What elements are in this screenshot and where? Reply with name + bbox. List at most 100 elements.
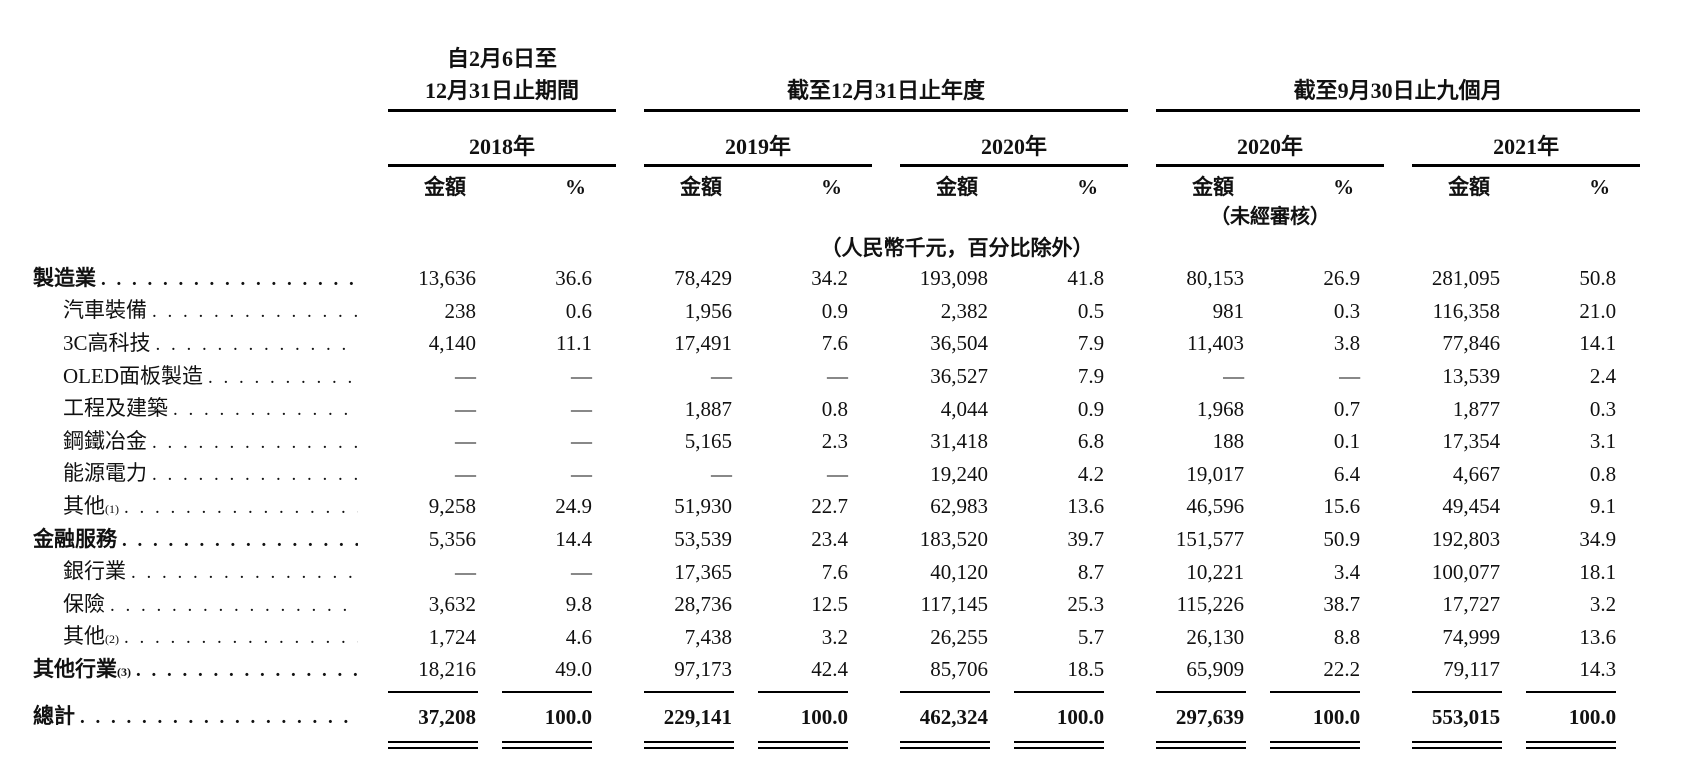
table-row: 工程及建築 — — 1,887 0.8 4,044 0.9 1,968 0.7 1,877 0.3 <box>0 392 1682 425</box>
percent-cell: 9.8 <box>565 592 593 617</box>
amount-cell <box>900 735 1014 761</box>
amount-cell <box>1412 735 1526 761</box>
percent-cell: 50.8 <box>1579 266 1617 291</box>
percent-cell: 100.0 <box>800 704 849 729</box>
amount-column-header: 金額 <box>1448 174 1491 199</box>
row-label-cell: 銀行業 <box>0 555 388 588</box>
total-top-rule <box>502 691 592 694</box>
percent-cell: 42.4 <box>811 657 849 682</box>
amount-cell: 19,017 <box>1186 461 1245 486</box>
percent-cell: 100.0 <box>1568 704 1617 729</box>
percent-cell: 0.7 <box>1333 396 1361 421</box>
total-double-rule <box>1412 740 1503 749</box>
total-top-rule <box>900 691 991 694</box>
amount-cell <box>388 686 502 699</box>
amount-cell: 19,240 <box>930 461 989 486</box>
percent-cell: 39.7 <box>1067 527 1105 552</box>
percent-cell: 50.9 <box>1323 527 1361 552</box>
unaudited-note-row: （未經審核） <box>0 207 1682 234</box>
percent-cell <box>1526 735 1640 761</box>
amount-cell <box>1156 686 1270 699</box>
percent-cell: 7.9 <box>1077 364 1105 389</box>
table-row: 汽車裝備 238 0.6 1,956 0.9 2,382 0.5 981 0.3 116,358 2… <box>0 295 1682 328</box>
amount-cell: 1,956 <box>684 298 733 323</box>
total-double-rule <box>1526 740 1617 749</box>
amount-cell: — <box>455 396 476 421</box>
amount-cell: 116,358 <box>1432 298 1501 323</box>
percent-cell: 18.1 <box>1579 559 1617 584</box>
amount-cell: 117,145 <box>920 592 989 617</box>
amount-cell: 46,596 <box>1186 494 1245 519</box>
leader-dots <box>101 267 358 290</box>
amount-cell: 7,438 <box>684 624 733 649</box>
amount-column-header: 金額 <box>936 174 979 199</box>
percent-cell: 6.4 <box>1333 461 1361 486</box>
total-double-rule <box>900 740 991 749</box>
amount-cell: 97,173 <box>674 657 733 682</box>
leader-dots <box>124 625 358 648</box>
percent-cell: 4.6 <box>565 624 593 649</box>
amount-cell: 188 <box>1212 429 1245 454</box>
total-top-rule <box>388 691 478 694</box>
table-row: 製造業 13,636 36.6 78,429 34.2 193,098 41.8 80,153… <box>0 262 1682 295</box>
period-group-2018: 自2月6日至 12月31日止期間 <box>388 0 617 112</box>
amount-column-header: 金額 <box>424 174 466 199</box>
percent-cell: 7.9 <box>1077 331 1105 356</box>
row-label-cell: 金融服務 <box>0 523 388 556</box>
percent-cell: 15.6 <box>1323 494 1361 519</box>
percent-cell: 100.0 <box>1056 704 1105 729</box>
amount-cell: 238 <box>444 298 477 323</box>
total-double-rule <box>502 740 592 749</box>
amount-cell: — <box>455 429 476 454</box>
amount-cell: 5,165 <box>684 429 733 454</box>
total-double-rule <box>1156 740 1247 749</box>
amount-cell: 1,724 <box>428 624 476 649</box>
period-group-nine-months: 截至9月30日止九個月 <box>1156 0 1641 112</box>
leader-dots <box>208 365 358 388</box>
amount-cell: 51,930 <box>674 494 733 519</box>
percent-cell: 11.1 <box>556 331 593 356</box>
row-label: 汽車裝備 <box>63 298 147 323</box>
table-row: 銀行業 — — 17,365 7.6 40,120 8.7 10,221 3.4 100,077 1… <box>0 555 1682 588</box>
percent-cell: 0.9 <box>821 298 849 323</box>
row-label-cell: 保險 <box>0 588 388 621</box>
percent-column-header: % <box>1077 174 1099 199</box>
amount-column-header: 金額 <box>680 174 723 199</box>
amount-cell: 40,120 <box>930 559 989 584</box>
units-note-row: （人民幣千元，百分比除外） <box>0 234 1682 262</box>
total-double-rule <box>758 740 849 749</box>
amount-cell: — <box>455 559 476 584</box>
amount-cell: 193,098 <box>919 266 989 291</box>
percent-cell <box>758 686 872 699</box>
percent-cell: 34.2 <box>811 266 849 291</box>
amount-cell: 85,706 <box>930 657 989 682</box>
percent-cell: 100.0 <box>1312 704 1361 729</box>
percent-cell <box>1270 686 1384 699</box>
amount-cell <box>388 735 502 761</box>
amount-cell: 74,999 <box>1442 624 1501 649</box>
total-double-rule-row <box>0 735 1682 761</box>
percent-cell: 4.2 <box>1077 461 1105 486</box>
percent-cell: — <box>1339 364 1361 389</box>
percent-cell: 0.8 <box>1589 461 1617 486</box>
total-row: 總計 37,208 100.0 229,141 100.0 462,324 100.0 297… <box>0 699 1682 735</box>
amount-cell: 4,140 <box>428 331 476 356</box>
amount-cell: 2,382 <box>940 298 989 323</box>
row-label: 金融服務 <box>33 526 117 551</box>
row-label-cell: 總計 <box>0 699 388 735</box>
leader-dots <box>156 332 358 355</box>
percent-cell <box>1270 735 1384 761</box>
percent-cell: 7.6 <box>821 559 849 584</box>
total-top-rule <box>1526 691 1617 694</box>
amount-cell: 17,491 <box>674 331 733 356</box>
amount-cell: 192,803 <box>1431 527 1501 552</box>
amount-cell: 151,577 <box>1175 527 1245 552</box>
table-row: 其他(1) 9,258 24.9 51,930 22.7 62,983 13.6 46,596… <box>0 490 1682 523</box>
percent-cell: 14.1 <box>1579 331 1617 356</box>
amount-cell: — <box>711 461 733 486</box>
row-label: 鋼鐵冶金 <box>63 428 147 453</box>
percent-cell <box>502 735 616 761</box>
period-group-line2: 截至9月30日止九個月 <box>1293 77 1503 103</box>
row-label: 製造業 <box>33 265 96 290</box>
amount-cell <box>1412 686 1526 699</box>
